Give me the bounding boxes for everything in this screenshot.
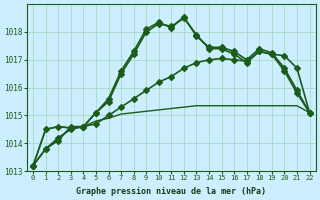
X-axis label: Graphe pression niveau de la mer (hPa): Graphe pression niveau de la mer (hPa): [76, 187, 266, 196]
